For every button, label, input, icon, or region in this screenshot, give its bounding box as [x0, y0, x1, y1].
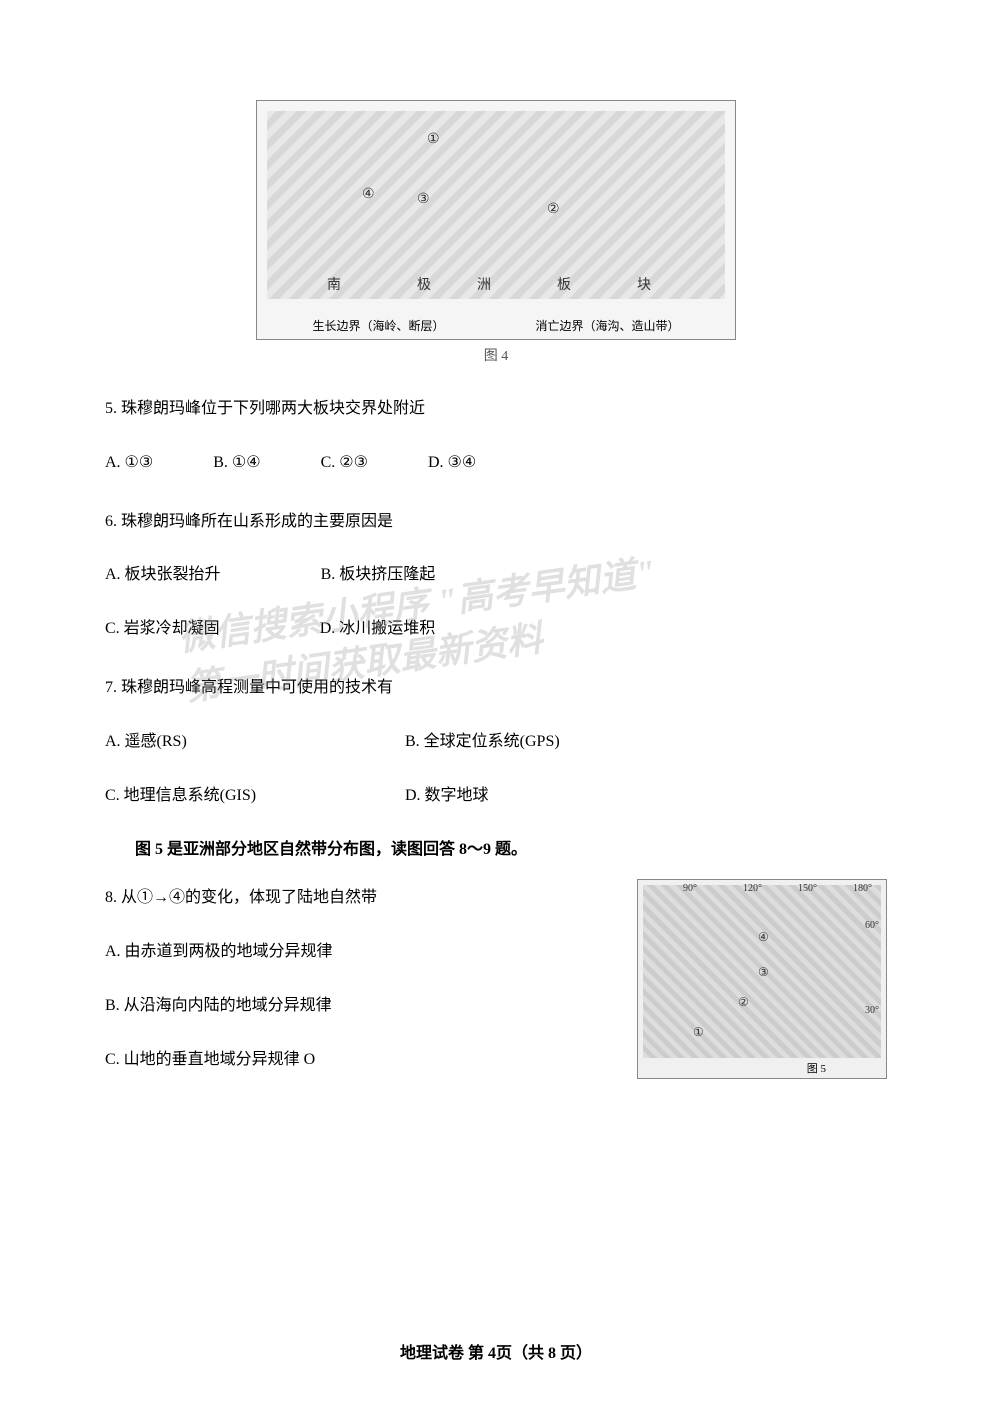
- q8-text: 8. 从①→④的变化，体现了陆地自然带: [105, 884, 617, 913]
- q6-opt-b: B. 板块挤压隆起: [321, 561, 436, 590]
- fig5-num4: ④: [758, 930, 769, 945]
- q7-options-row2: C. 地理信息系统(GIS) D. 数字地球: [105, 782, 887, 811]
- map-label-zhou: 洲: [477, 274, 491, 294]
- question-7: 7. 珠穆朗玛峰高程测量中可使用的技术有 A. 遥感(RS) B. 全球定位系统…: [105, 674, 887, 810]
- q8-section: 8. 从①→④的变化，体现了陆地自然带 A. 由赤道到两极的地域分异规律 B. …: [105, 879, 887, 1082]
- fig5-lat30: 30°: [865, 1005, 879, 1016]
- q7-opt-c: C. 地理信息系统(GIS): [105, 782, 305, 811]
- fig5-lon150: 150°: [798, 883, 817, 894]
- q6-text: 6. 珠穆朗玛峰所在山系形成的主要原因是: [105, 508, 887, 537]
- map-label-ban: 板: [557, 274, 571, 294]
- map-label-kuai: 块: [637, 274, 651, 294]
- figure5-caption: 图 5: [807, 1060, 826, 1076]
- q6-options-row1: A. 板块张裂抬升 B. 板块挤压隆起: [105, 561, 887, 590]
- question-8: 8. 从①→④的变化，体现了陆地自然带 A. 由赤道到两极的地域分异规律 B. …: [105, 884, 617, 1074]
- q8-left-column: 8. 从①→④的变化，体现了陆地自然带 A. 由赤道到两极的地域分异规律 B. …: [105, 879, 617, 1082]
- fig5-lat60: 60°: [865, 920, 879, 931]
- question-6: 6. 珠穆朗玛峰所在山系形成的主要原因是 A. 板块张裂抬升 B. 板块挤压隆起…: [105, 508, 887, 644]
- figure4-legend: 生长边界（海岭、断层） 消亡边界（海沟、造山带）: [267, 317, 725, 334]
- map-label-1: ①: [427, 131, 440, 148]
- q7-opt-a: A. 遥感(RS): [105, 728, 305, 757]
- figure5: 90° 120° 150° 180° 60° 30° ① ② ③ ④ 图 5: [637, 879, 887, 1079]
- fig5-lon90: 90°: [683, 883, 697, 894]
- q8-opt-c: C. 山地的垂直地域分异规律 O: [105, 1046, 617, 1075]
- q7-opt-b: B. 全球定位系统(GPS): [405, 728, 560, 757]
- instruction-8-9: 图 5 是亚洲部分地区自然带分布图，读图回答 8～9 题。: [135, 835, 887, 859]
- figure4-map-area: ① ② ③ ④ 南 极 洲 板 块: [267, 111, 725, 299]
- legend-growth: 生长边界（海岭、断层）: [312, 317, 444, 334]
- legend-destroy: 消亡边界（海沟、造山带）: [535, 317, 679, 334]
- figure4-wrapper: ① ② ③ ④ 南 极 洲 板 块 生长边界（海岭、断层） 消亡边界（海沟、造山…: [256, 100, 736, 365]
- fig5-num2: ②: [738, 995, 749, 1010]
- fig5-lon180: 180°: [853, 883, 872, 894]
- fig5-num3: ③: [758, 965, 769, 980]
- map-label-south: 南: [327, 274, 341, 294]
- q5-text: 5. 珠穆朗玛峰位于下列哪两大板块交界处附近: [105, 395, 887, 424]
- figure4-caption: 图 4: [256, 345, 736, 365]
- q5-opt-c: C. ②③: [321, 449, 368, 478]
- q7-opt-d: D. 数字地球: [405, 782, 489, 811]
- q8-opt-a: A. 由赤道到两极的地域分异规律: [105, 938, 617, 967]
- q5-opt-b: B. ①④: [213, 449, 260, 478]
- figure4-container: ① ② ③ ④ 南 极 洲 板 块 生长边界（海岭、断层） 消亡边界（海沟、造山…: [105, 100, 887, 365]
- q5-options: A. ①③ B. ①④ C. ②③ D. ③④: [105, 449, 887, 478]
- figure4: ① ② ③ ④ 南 极 洲 板 块 生长边界（海岭、断层） 消亡边界（海沟、造山…: [256, 100, 736, 340]
- q6-opt-a: A. 板块张裂抬升: [105, 561, 221, 590]
- q7-options-row1: A. 遥感(RS) B. 全球定位系统(GPS): [105, 728, 887, 757]
- q6-options-row2: C. 岩浆冷却凝固 D. 冰川搬运堆积: [105, 615, 887, 644]
- figure5-map-area: 90° 120° 150° 180° 60° 30° ① ② ③ ④: [643, 885, 881, 1058]
- q5-opt-a: A. ①③: [105, 449, 153, 478]
- q8-right-column: 90° 120° 150° 180° 60° 30° ① ② ③ ④ 图 5: [637, 879, 887, 1079]
- fig5-num1: ①: [693, 1025, 704, 1040]
- page-footer: 地理试卷 第 4页（共 8 页）: [0, 1339, 992, 1363]
- map-label-2: ②: [547, 201, 560, 218]
- q8-opt-b: B. 从沿海向内陆的地域分异规律: [105, 992, 617, 1021]
- q7-text: 7. 珠穆朗玛峰高程测量中可使用的技术有: [105, 674, 887, 703]
- q5-opt-d: D. ③④: [428, 449, 476, 478]
- q6-opt-d: D. 冰川搬运堆积: [320, 615, 436, 644]
- map-label-4: ④: [362, 186, 375, 203]
- q6-opt-c: C. 岩浆冷却凝固: [105, 615, 220, 644]
- map-label-ji: 极: [417, 274, 431, 294]
- fig5-lon120: 120°: [743, 883, 762, 894]
- map-label-3: ③: [417, 191, 430, 208]
- question-5: 5. 珠穆朗玛峰位于下列哪两大板块交界处附近 A. ①③ B. ①④ C. ②③…: [105, 395, 887, 478]
